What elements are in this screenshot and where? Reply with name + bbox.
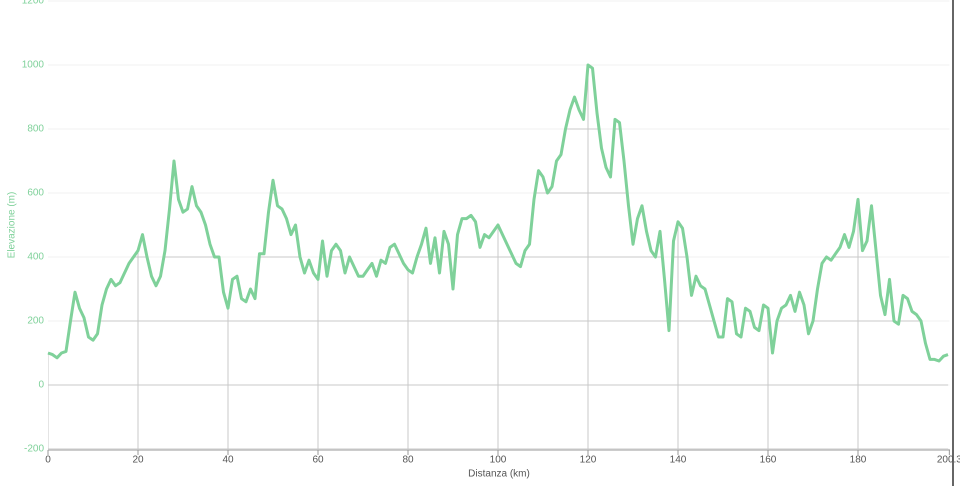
x-tick-label: 180 [850,455,867,466]
y-tick-label: 600 [27,188,44,199]
y-tick-label: 200 [27,316,44,327]
x-tick-label: 40 [222,455,234,466]
x-tick-label: 80 [402,455,414,466]
x-tick-label: 200.3 [937,455,960,466]
x-tick-label: 100 [490,455,507,466]
x-tick-label: 0 [45,455,51,466]
x-axis-label: Distanza (km) [468,469,530,480]
x-tick-label: 60 [312,455,324,466]
y-tick-label: 1000 [22,60,45,71]
y-tick-label: 1200 [22,0,45,7]
elevation-line [47,63,949,363]
y-tick-label: -200 [24,444,44,455]
y-tick-label: 400 [27,252,44,263]
x-tick-label: 120 [580,455,597,466]
y-axis-label: Elevazione (m) [7,192,18,259]
y-tick-label: 0 [38,380,44,391]
x-tick-label: 160 [760,455,777,466]
x-tick-label: 20 [132,455,144,466]
y-tick-label: 800 [27,124,44,135]
x-tick-label: 140 [670,455,687,466]
